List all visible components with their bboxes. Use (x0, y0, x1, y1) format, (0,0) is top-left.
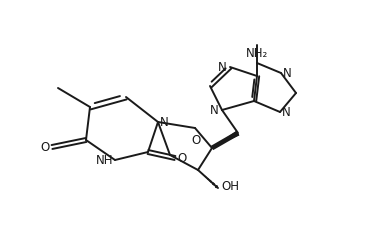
Polygon shape (212, 130, 239, 148)
Text: N: N (283, 66, 292, 79)
Text: O: O (191, 134, 201, 147)
Text: N: N (282, 106, 291, 119)
Text: N: N (160, 116, 169, 128)
Text: NH₂: NH₂ (246, 47, 268, 60)
Text: N: N (218, 61, 227, 73)
Text: N: N (210, 104, 219, 117)
Text: O: O (177, 151, 186, 165)
Text: O: O (41, 140, 50, 153)
Text: NH: NH (95, 153, 113, 167)
Text: OH: OH (221, 180, 239, 192)
